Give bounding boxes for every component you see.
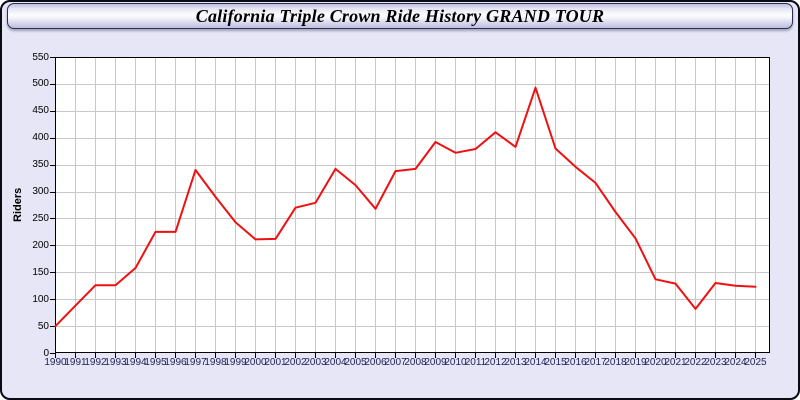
x-tick-label: 2006: [364, 357, 387, 368]
y-tick-label: 150: [32, 266, 49, 278]
x-tick-label: 1992: [84, 357, 107, 368]
x-tick-label: 2002: [284, 357, 307, 368]
x-tick-label: 1991: [64, 357, 87, 368]
x-tick-label: 1999: [224, 357, 247, 368]
x-tick-label: 2019: [624, 357, 647, 368]
x-tick-label: 1993: [104, 357, 127, 368]
x-tick-label: 2014: [524, 357, 547, 368]
plot-area: [50, 57, 770, 358]
x-tick-label: 2021: [664, 357, 687, 368]
x-tick-label: 2016: [564, 357, 587, 368]
title-bar: California Triple Crown Ride History GRA…: [7, 3, 793, 29]
y-tick-label: 300: [32, 186, 49, 198]
y-tick-label: 550: [32, 51, 49, 63]
x-tick-label: 1997: [184, 357, 207, 368]
x-tick-label: 2010: [444, 357, 467, 368]
chart-title: California Triple Crown Ride History GRA…: [195, 5, 605, 26]
x-tick-label: 2024: [724, 357, 747, 368]
x-tick-label: 2025: [744, 357, 767, 368]
x-tick-label: 2003: [304, 357, 327, 368]
x-tick-label: 2013: [504, 357, 527, 368]
y-tick-label: 100: [32, 293, 49, 305]
plot-background: [55, 57, 770, 353]
x-tick-label: 2005: [344, 357, 367, 368]
x-tick-label: 2001: [264, 357, 287, 368]
x-tick-label: 2017: [584, 357, 607, 368]
x-tick-label: 1998: [204, 357, 227, 368]
x-tick-label: 2012: [484, 357, 507, 368]
y-tick-label: 500: [32, 78, 49, 90]
x-tick-label: 1996: [164, 357, 187, 368]
y-tick-label: 400: [32, 132, 49, 144]
x-tick-label: 2008: [404, 357, 427, 368]
x-tick-label: 1990: [44, 357, 67, 368]
y-tick-label: 250: [32, 212, 49, 224]
ride-history-line: [54, 86, 757, 328]
x-tick-label: 2009: [424, 357, 447, 368]
y-tick-label: 200: [32, 239, 49, 251]
x-tick-label: 2007: [384, 357, 407, 368]
x-tick-label: 1994: [124, 357, 147, 368]
y-tick-label: 350: [32, 159, 49, 171]
y-tick-label: 50: [37, 320, 49, 332]
x-tick-label: 2018: [604, 357, 627, 368]
x-tick-label: 2015: [544, 357, 567, 368]
x-tick-label: 2000: [244, 357, 267, 368]
x-tick-label: 2022: [684, 357, 707, 368]
y-tick-label: 0: [43, 347, 49, 359]
x-tick-label: 1995: [144, 357, 167, 368]
x-tick-label: 2004: [324, 357, 347, 368]
x-tick-label: 2011: [464, 357, 487, 368]
plot-frame: [55, 57, 770, 353]
x-tick-label: 2023: [704, 357, 727, 368]
y-tick-label: 450: [32, 105, 49, 117]
x-tick-label: 2020: [644, 357, 667, 368]
